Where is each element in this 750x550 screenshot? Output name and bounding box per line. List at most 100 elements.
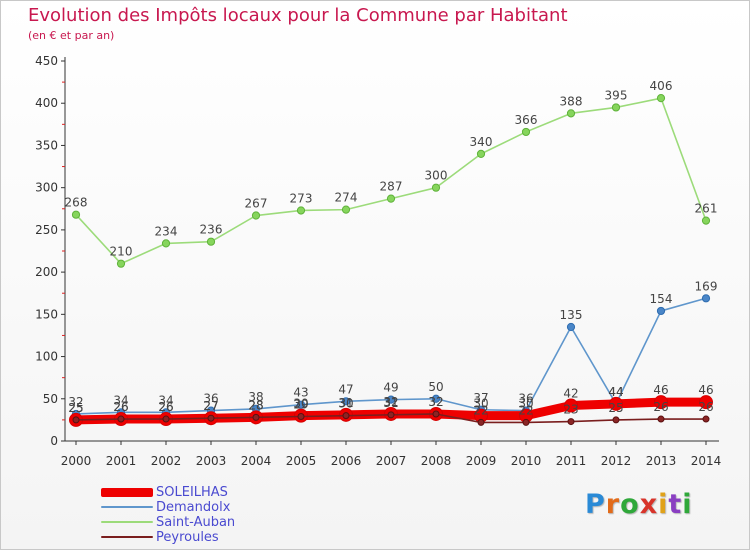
y-tick-label: 300: [35, 181, 58, 195]
data-label-soleilhas: 32: [428, 395, 443, 409]
data-point-demandolx: [656, 306, 666, 316]
x-tick-label: 2000: [61, 454, 92, 468]
data-point-peyroules: [72, 416, 80, 424]
data-point-peyroules: [342, 412, 350, 420]
chart-subtitle: (en € et par an): [28, 29, 115, 42]
data-point-saint-auban: [431, 183, 441, 192]
data-label-saint-auban: 210: [110, 245, 133, 259]
data-point-demandolx: [566, 322, 576, 332]
data-label-peyroules: 25: [68, 401, 83, 415]
data-label-peyroules: 22: [518, 403, 533, 417]
data-point-demandolx: [431, 394, 441, 403]
y-tick-label: 100: [35, 350, 58, 364]
data-label-peyroules: 26: [113, 400, 128, 414]
data-point-demandolx: [341, 397, 351, 406]
data-label-saint-auban: 340: [470, 135, 493, 149]
legend-swatch-demandolx: [101, 506, 153, 508]
data-label-soleilhas: 42: [563, 387, 578, 401]
data-label-saint-auban: 261: [695, 202, 718, 216]
x-tick-label: 2003: [196, 454, 227, 468]
data-label-soleilhas: 44: [608, 385, 623, 399]
data-label-peyroules: 30: [338, 397, 353, 411]
data-point-saint-auban: [656, 94, 666, 103]
data-point-saint-auban: [386, 194, 396, 203]
data-label-saint-auban: 395: [605, 88, 628, 102]
x-tick-label: 2005: [286, 454, 317, 468]
data-label-saint-auban: 406: [650, 79, 673, 93]
data-label-demandolx: 36: [203, 392, 218, 406]
y-tick-label: 450: [35, 54, 58, 68]
data-label-saint-auban: 366: [515, 113, 538, 127]
data-point-peyroules: [207, 414, 215, 422]
data-label-soleilhas: 28: [248, 398, 263, 412]
data-label-demandolx: 38: [248, 390, 263, 404]
data-label-demandolx: 32: [68, 395, 83, 409]
data-point-peyroules: [162, 415, 170, 423]
data-point-saint-auban: [251, 211, 261, 220]
data-point-peyroules: [657, 415, 665, 423]
data-label-soleilhas: 26: [158, 400, 173, 414]
data-point-saint-auban: [341, 205, 351, 214]
data-label-soleilhas: 26: [113, 400, 128, 414]
data-label-peyroules: 23: [563, 403, 578, 417]
data-point-peyroules: [117, 415, 125, 423]
data-point-soleilhas: [609, 396, 623, 411]
data-label-demandolx: 135: [560, 308, 583, 322]
x-tick-label: 2001: [106, 454, 137, 468]
y-tick-label: 50: [43, 392, 58, 406]
data-label-peyroules: 32: [428, 395, 443, 409]
data-point-peyroules: [252, 413, 260, 421]
y-tick-label: 200: [35, 265, 58, 279]
data-point-saint-auban: [116, 259, 126, 268]
data-point-demandolx: [296, 400, 306, 409]
x-tick-label: 2012: [601, 454, 632, 468]
data-point-saint-auban: [701, 216, 711, 225]
data-label-soleilhas: 46: [653, 383, 668, 397]
data-label-saint-auban: 273: [290, 191, 313, 205]
data-label-saint-auban: 268: [65, 196, 88, 210]
legend-swatch-soleilhas: [101, 488, 153, 497]
data-point-peyroules: [522, 418, 530, 426]
legend-label-saint-auban: Saint-Auban: [156, 515, 236, 530]
x-tick-label: 2014: [691, 454, 722, 468]
data-label-peyroules: 31: [383, 396, 398, 410]
data-label-demandolx: 154: [650, 292, 673, 306]
data-label-demandolx: 43: [293, 386, 308, 400]
data-point-demandolx: [701, 294, 711, 303]
data-label-peyroules: 25: [608, 401, 623, 415]
data-label-saint-auban: 274: [335, 191, 358, 205]
data-label-saint-auban: 287: [380, 180, 403, 194]
data-label-saint-auban: 236: [200, 223, 223, 237]
data-label-demandolx: 169: [695, 279, 718, 293]
data-label-peyroules: 26: [653, 400, 668, 414]
x-tick-label: 2011: [556, 454, 587, 468]
data-label-demandolx: 36: [518, 392, 533, 406]
data-point-peyroules: [387, 411, 395, 419]
legend-swatch-peyroules: [101, 536, 153, 538]
data-label-demandolx: 47: [338, 382, 353, 396]
data-point-saint-auban: [296, 206, 306, 215]
y-tick-label: 150: [35, 307, 58, 321]
x-tick-label: 2013: [646, 454, 677, 468]
x-tick-label: 2002: [151, 454, 182, 468]
data-label-peyroules: 22: [473, 403, 488, 417]
data-label-saint-auban: 388: [560, 94, 583, 108]
data-label-demandolx: 34: [113, 393, 128, 407]
data-label-soleilhas: 46: [698, 383, 713, 397]
x-tick-label: 2006: [331, 454, 362, 468]
data-label-demandolx: 50: [428, 380, 443, 394]
data-label-demandolx: 37: [473, 391, 488, 405]
x-tick-label: 2009: [466, 454, 497, 468]
data-label-soleilhas: 31: [338, 396, 353, 410]
data-label-saint-auban: 234: [155, 224, 178, 238]
x-tick-label: 2010: [511, 454, 542, 468]
data-point-soleilhas: [564, 398, 578, 413]
legend-label-peyroules: Peyroules: [156, 530, 219, 545]
data-point-saint-auban: [161, 239, 171, 248]
data-point-demandolx: [386, 395, 396, 404]
y-tick-label: 350: [35, 138, 58, 152]
data-label-peyroules: 29: [293, 398, 308, 412]
data-label-soleilhas: 30: [293, 397, 308, 411]
